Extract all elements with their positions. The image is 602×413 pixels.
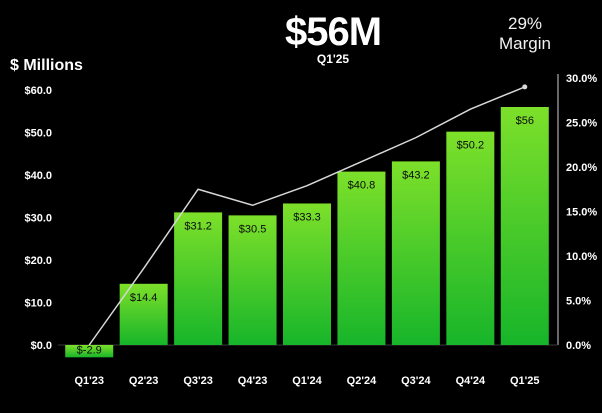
bar-value-label: $33.3 bbox=[293, 211, 321, 223]
y-left-tick-label: $60.0 bbox=[24, 85, 52, 97]
bar-value-label: $50.2 bbox=[457, 140, 485, 152]
x-tick-label: Q2'23 bbox=[129, 375, 159, 387]
revenue-bar bbox=[391, 161, 440, 345]
margin-label: 29% Margin bbox=[470, 14, 580, 54]
bar-value-label: $14.4 bbox=[130, 292, 158, 304]
y-left-tick-label: $0.0 bbox=[31, 340, 52, 352]
margin-line-endpoint bbox=[522, 84, 528, 90]
revenue-bar bbox=[228, 215, 277, 345]
labels: Q1'23 Q2'23 Q3'23 Q4'23 Q1'24 Q2'24 Q3'24 Q4'24… bbox=[74, 115, 539, 387]
x-tick-label: Q3'23 bbox=[183, 375, 213, 387]
headline-period: Q1'25 bbox=[316, 52, 350, 66]
bar-value-label: $30.5 bbox=[239, 223, 267, 235]
x-tick-label: Q3'24 bbox=[401, 375, 431, 387]
bar-value-label: $40.8 bbox=[348, 180, 376, 192]
bar-value-label: $31.2 bbox=[184, 220, 212, 232]
x-tick-label: Q4'24 bbox=[456, 375, 486, 387]
y-left-tick-label: $50.0 bbox=[24, 128, 52, 140]
revenue-bar bbox=[500, 107, 549, 345]
bar-value-label: $-2.9 bbox=[77, 344, 102, 356]
y-axis-title: $ Millions bbox=[10, 57, 83, 74]
y-left-tick-label: $40.0 bbox=[24, 170, 52, 182]
headline-value: $56M bbox=[284, 10, 382, 54]
bar-value-label: $56 bbox=[516, 115, 534, 127]
revenue-bar bbox=[65, 345, 114, 358]
margin-caption: Margin bbox=[499, 34, 551, 53]
revenue-bar bbox=[446, 131, 495, 345]
y-right-tick-label: 20.0% bbox=[566, 162, 597, 174]
y-right-tick-label: 0.0% bbox=[566, 340, 591, 352]
revenue-bar bbox=[174, 212, 223, 345]
y-left-tick-label: $10.0 bbox=[24, 298, 52, 310]
x-tick-label: Q1'25 bbox=[510, 375, 540, 387]
x-tick-label: Q2'24 bbox=[347, 375, 377, 387]
bars bbox=[65, 107, 549, 358]
revenue-bar bbox=[119, 283, 168, 345]
y-right-tick-label: 30.0% bbox=[566, 73, 597, 85]
revenue-bar bbox=[283, 203, 331, 345]
y-left-tick-label: $30.0 bbox=[24, 213, 52, 225]
margin-line bbox=[88, 84, 528, 346]
y-right-tick-label: 5.0% bbox=[566, 296, 591, 308]
margin-line-path bbox=[88, 86, 526, 346]
x-tick-label: Q4'23 bbox=[238, 375, 268, 387]
y-left-tick-label: $20.0 bbox=[24, 255, 52, 267]
margin-value: 29% bbox=[507, 14, 543, 33]
y-right-tick-label: 15.0% bbox=[566, 207, 597, 219]
axes: $0.0 $10.0 $20.0 $30.0 $40.0 $50.0 $60.0 0.0% 5.… bbox=[24, 73, 597, 352]
x-tick-label: Q1'23 bbox=[74, 375, 104, 387]
bar-value-label: $43.2 bbox=[402, 169, 430, 181]
x-tick-label: Q1'24 bbox=[292, 375, 322, 387]
revenue-bar bbox=[337, 171, 386, 345]
y-right-tick-label: 10.0% bbox=[566, 251, 597, 263]
y-right-tick-label: 25.0% bbox=[566, 118, 597, 130]
